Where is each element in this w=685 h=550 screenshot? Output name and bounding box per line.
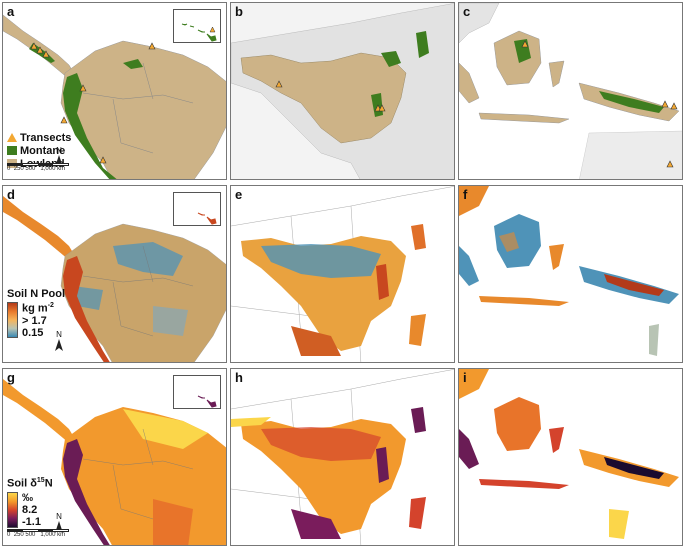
d15n-legend: Soil δ15N ‰ 8.2 -1.1 [7,477,53,528]
scale-ticks: 0 250 500 1,000 km [7,532,66,538]
transect-marker [60,116,68,124]
transect-marker [666,160,674,168]
d15n-unit: ‰ [22,491,33,504]
transect-marker [42,50,50,58]
transect-marker [36,46,44,54]
transect-marker [378,104,386,112]
transect-marker [209,26,216,33]
map-h [231,369,454,545]
d15n-max: 8.2 [22,503,38,516]
transect-marker [79,84,87,92]
panel-e-npool-africa: e [230,185,455,363]
panel-a-cover-neotropics: a Transects Montane [2,2,227,180]
scale-ticks: 0 250 500 1,000 km [7,166,66,172]
panel-label: b [235,4,243,19]
transect-marker [661,100,669,108]
scale-bar: 0 250 500 1,000 km [7,529,69,538]
panel-label: c [463,4,471,19]
transect-marker [670,102,678,110]
panel-h-d15n-africa: h [230,368,455,546]
npool-unit: kg m-2 [22,302,54,315]
hawaii-inset-map [181,23,217,42]
transect-marker [521,40,529,48]
npool-legend-title: Soil N Pool [7,288,66,300]
d15n-colorbar [7,491,18,528]
map-e [231,186,454,362]
montane-swatch [7,146,17,155]
transect-marker [99,156,107,164]
panel-label: i [463,370,467,385]
npool-legend: Soil N Pool kg m-2 > 1.7 0.15 [7,288,66,339]
panel-label: d [7,187,15,202]
hawaii-inset [173,9,221,43]
panel-b-cover-africa: b [230,2,455,180]
panel-g-d15n-neotropics: g Soil δ15N ‰ 8.2 -1.1 N 0 250 500 1,000… [2,368,227,546]
d15n-min: -1.1 [22,515,41,528]
panel-d-npool-neotropics: d Soil N Pool kg m-2 > 1.7 0.15 N [2,185,227,363]
hawaii-inset [173,192,221,226]
map-d [3,196,226,362]
npool-min: 0.15 [22,326,44,339]
transect-marker [30,42,38,50]
map-f [459,186,679,356]
d15n-legend-title: Soil δ15N [7,477,53,490]
north-arrow: N [55,330,63,353]
npool-colorbar [7,302,18,338]
legend-item-transects: Transects [7,131,71,144]
panel-label: e [235,187,243,202]
transect-icon [7,133,17,142]
hawaii-inset-map [197,212,217,225]
scale-bar: 0 250 500 1,000 km [7,163,69,172]
panel-label: a [7,4,15,19]
map-c [459,3,682,179]
panel-label: g [7,370,15,385]
north-arrow-icon [55,339,63,351]
panel-f-npool-asia-pacific: f [458,185,683,363]
transect-marker [275,80,283,88]
legend-item-montane: Montane [7,144,71,157]
map-a [3,14,226,179]
hawaii-inset-map [197,395,217,408]
map-b [231,3,454,179]
panel-c-cover-asia-pacific: c [458,2,683,180]
panel-label: f [463,187,468,202]
panel-i-d15n-asia-pacific: i [458,368,683,546]
map-i [459,369,679,539]
npool-max: > 1.7 [22,314,47,327]
hawaii-inset [173,375,221,409]
transect-marker [148,42,156,50]
map-g [3,379,226,545]
panel-label: h [235,370,243,385]
